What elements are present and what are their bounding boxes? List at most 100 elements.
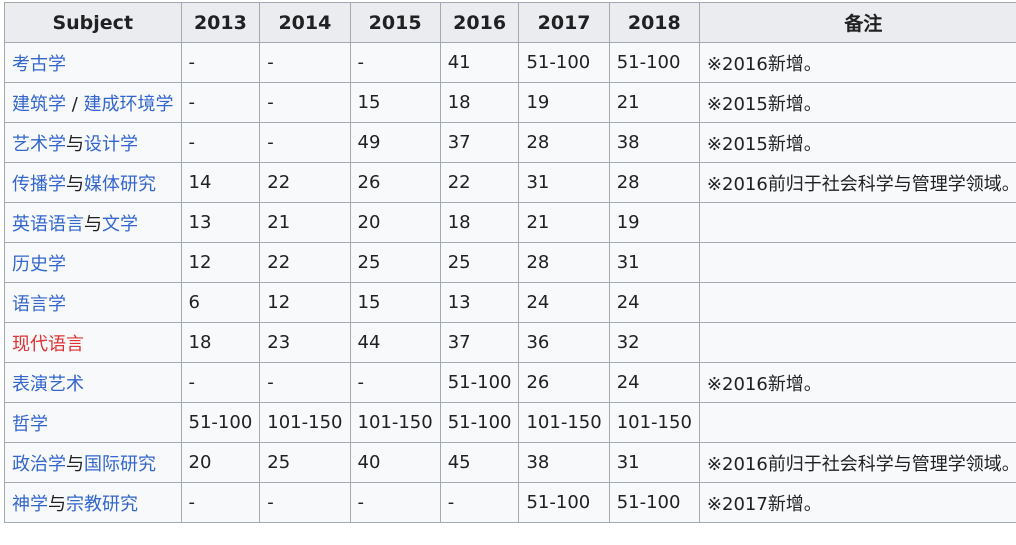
rank-cell-2016: 37 (439, 122, 520, 163)
col-header-2014: 2014 (259, 2, 351, 43)
subject-link[interactable]: 表演艺术 (12, 373, 84, 395)
rank-cell-2014: - (259, 482, 351, 523)
subject-cell: 表演艺术 (4, 362, 182, 403)
subject-cell: 历史学 (4, 242, 182, 283)
note-cell: ※2016新增。 (698, 362, 1016, 403)
rank-cell-2017: 28 (518, 122, 610, 163)
rank-cell-2017: 19 (518, 82, 610, 123)
rank-cell-2017: 26 (518, 362, 610, 403)
table-row: 历史学 12 22 25 25 28 31 (4, 242, 1016, 283)
table-row: 政治学与国际研究 20 25 40 45 38 31 ※2016前归于社会科学与管理学领域。 (4, 442, 1016, 483)
subject-connector: 与 (66, 173, 84, 195)
table-row: 语言学 6 12 15 13 24 24 (4, 282, 1016, 323)
rank-cell-2016: - (439, 482, 520, 523)
rank-cell-2013: - (180, 42, 261, 83)
rank-cell-2015: 15 (349, 282, 441, 323)
rank-cell-2015: 15 (349, 82, 441, 123)
rank-cell-2017: 24 (518, 282, 610, 323)
col-header-2016: 2016 (439, 2, 520, 43)
rank-cell-2015: 101-150 (349, 402, 441, 443)
rank-cell-2017: 51-100 (518, 482, 610, 523)
rank-cell-2018: 31 (608, 242, 700, 283)
subject-connector: 与 (66, 453, 84, 475)
rank-cell-2017: 36 (518, 322, 610, 363)
subject-link[interactable]: 建成环境学 (83, 93, 174, 115)
rank-cell-2013: 6 (180, 282, 261, 323)
col-header-2015: 2015 (349, 2, 441, 43)
subject-link[interactable]: 语言学 (12, 293, 66, 315)
rank-cell-2018: 19 (608, 202, 700, 243)
rank-cell-2016: 41 (439, 42, 520, 83)
rank-cell-2014: - (259, 122, 351, 163)
rank-cell-2015: 40 (349, 442, 441, 483)
table-body: 考古学 - - -41 51-100 51-100 ※2016新增。 建筑学 / 建成环境学 -… (4, 42, 1016, 523)
subject-link[interactable]: 设计学 (84, 133, 138, 155)
subject-cell: 神学与宗教研究 (4, 482, 182, 523)
subject-link[interactable]: 历史学 (12, 253, 66, 275)
subject-link[interactable]: 建筑学 (12, 93, 66, 115)
table-row: 传播学与媒体研究 14 22 26 22 31 28 ※2016前归于社会科学与管理学领域。 (4, 162, 1016, 203)
rank-cell-2013: 20 (180, 442, 261, 483)
rank-cell-2014: - (259, 42, 351, 83)
rank-cell-2015: - (349, 482, 441, 523)
note-cell: ※2016新增。 (698, 42, 1016, 83)
subject-cell: 艺术学与设计学 (4, 122, 182, 163)
rank-cell-2016: 51-100 (439, 362, 520, 403)
ranking-table: Subject 2013 2014 2015 2016 2017 2018 备注… (4, 2, 1016, 523)
rank-cell-2018: 51-100 (608, 482, 700, 523)
rank-cell-2015: 25 (349, 242, 441, 283)
subject-link[interactable]: 哲学 (12, 413, 48, 435)
note-cell (698, 402, 1016, 443)
table-row: 艺术学与设计学 - -49 37 28 38 ※2015新增。 (4, 122, 1016, 163)
rank-cell-2013: - (180, 82, 261, 123)
rank-cell-2014: 25 (259, 442, 351, 483)
rank-cell-2018: 31 (608, 442, 700, 483)
rank-cell-2013: 18 (180, 322, 261, 363)
rank-cell-2013: 13 (180, 202, 261, 243)
rank-cell-2016: 45 (439, 442, 520, 483)
subject-link[interactable]: 媒体研究 (84, 173, 156, 195)
rank-cell-2018: 24 (608, 282, 700, 323)
subject-connector: 与 (84, 213, 102, 235)
header-row: Subject 2013 2014 2015 2016 2017 2018 备注 (4, 2, 1016, 43)
subject-link[interactable]: 文学 (102, 213, 138, 235)
subject-cell: 语言学 (4, 282, 182, 323)
rank-cell-2013: 12 (180, 242, 261, 283)
rank-cell-2014: - (259, 362, 351, 403)
subject-link[interactable]: 现代语言 (12, 333, 84, 355)
rank-cell-2013: 14 (180, 162, 261, 203)
col-header-2013: 2013 (180, 2, 261, 43)
table-row: 建筑学 / 建成环境学 - -15 18 19 21 ※2015新增。 (4, 82, 1016, 123)
rank-cell-2017: 101-150 (518, 402, 610, 443)
rank-cell-2018: 21 (608, 82, 700, 123)
table-row: 英语语言与文学 13 21 20 18 21 19 (4, 202, 1016, 243)
table-row: 表演艺术 - - -51-100 26 24 ※2016新增。 (4, 362, 1016, 403)
subject-link[interactable]: 英语语言 (12, 213, 84, 235)
rank-cell-2014: 21 (259, 202, 351, 243)
rank-cell-2014: 101-150 (259, 402, 351, 443)
note-cell (698, 242, 1016, 283)
col-header-notes: 备注 (698, 2, 1016, 43)
rank-cell-2017: 38 (518, 442, 610, 483)
col-header-2018: 2018 (608, 2, 700, 43)
rank-cell-2017: 21 (518, 202, 610, 243)
subject-link[interactable]: 艺术学 (12, 133, 66, 155)
table-row: 哲学 51-100 101-150 101-150 51-100 101-150 101-1… (4, 402, 1016, 443)
subject-link[interactable]: 政治学 (12, 453, 66, 475)
rank-cell-2016: 37 (439, 322, 520, 363)
subject-link[interactable]: 宗教研究 (66, 493, 138, 515)
rank-cell-2015: 49 (349, 122, 441, 163)
rank-cell-2017: 31 (518, 162, 610, 203)
subject-link[interactable]: 神学 (12, 493, 48, 515)
rank-cell-2016: 13 (439, 282, 520, 323)
subject-link[interactable]: 国际研究 (84, 453, 156, 475)
subject-link[interactable]: 考古学 (12, 53, 66, 75)
rank-cell-2018: 28 (608, 162, 700, 203)
rank-cell-2015: 20 (349, 202, 441, 243)
subject-connector: 与 (66, 133, 84, 155)
note-cell: ※2017新增。 (698, 482, 1016, 523)
subject-link[interactable]: 传播学 (12, 173, 66, 195)
subject-cell: 建筑学 / 建成环境学 (4, 82, 182, 123)
note-cell: ※2015新增。 (698, 122, 1016, 163)
subject-cell: 政治学与国际研究 (4, 442, 182, 483)
